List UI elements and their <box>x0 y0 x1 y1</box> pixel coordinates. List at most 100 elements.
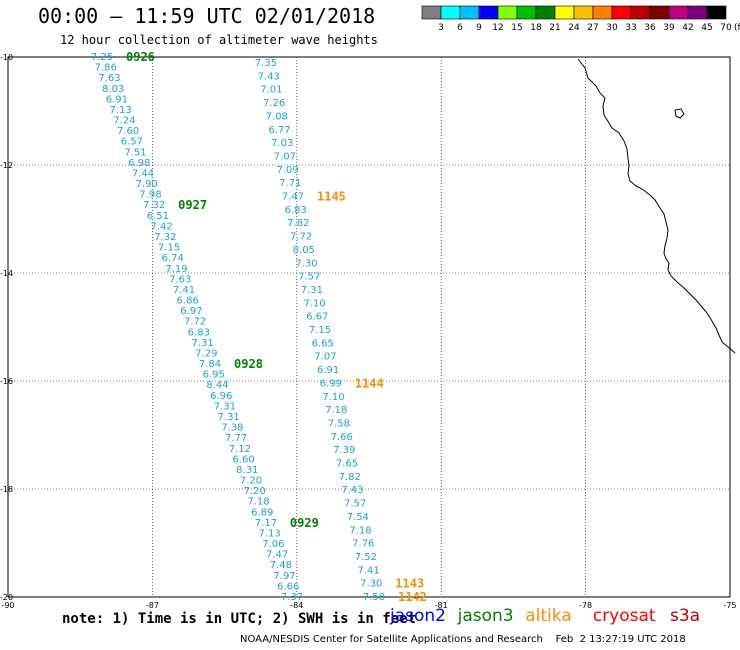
wave-height-value: 7.35 <box>255 58 277 69</box>
wave-height-value: 6.96 <box>210 391 232 402</box>
wave-height-value: 7.31 <box>191 338 213 349</box>
wave-height-value: 6.99 <box>320 378 342 389</box>
wave-height-value: 6.57 <box>121 137 143 148</box>
wave-height-value: 7.71 <box>279 178 301 189</box>
wave-height-value: 6.86 <box>177 296 199 307</box>
wave-height-value: 7.66 <box>330 432 352 443</box>
wave-height-value: 7.13 <box>259 528 281 539</box>
wave-height-value: 7.77 <box>225 433 247 444</box>
wave-height-value: 8.05 <box>293 245 315 256</box>
wave-height-value: 7.31 <box>301 285 323 296</box>
scale-label: 36 <box>644 23 656 33</box>
latitude-label: -14 <box>0 269 13 278</box>
wave-height-value: 7.43 <box>341 485 363 496</box>
wave-height-value: 7.63 <box>169 274 191 285</box>
wave-height-value: 6.89 <box>251 507 273 518</box>
wave-height-value: 7.29 <box>195 348 217 359</box>
pass-time-label: 1143 <box>395 577 424 591</box>
wave-height-value: 6.77 <box>268 125 290 136</box>
wave-height-value: 7.72 <box>184 317 206 328</box>
wave-height-value: 7.08 <box>266 111 288 122</box>
wave-height-value: 7.20 <box>240 476 262 487</box>
wave-height-value: 7.17 <box>255 518 277 529</box>
wave-height-value: 7.19 <box>165 264 187 275</box>
wave-height-value: 8.44 <box>206 380 228 391</box>
wave-height-value: 7.47 <box>266 550 288 561</box>
wave-height-value: 7.15 <box>158 243 180 254</box>
wave-height-value: 6.60 <box>232 454 254 465</box>
wave-height-value: 6.91 <box>106 94 128 105</box>
wave-height-value: 7.10 <box>303 298 325 309</box>
longitude-label: -81 <box>435 601 448 610</box>
scale-label: 9 <box>476 23 482 33</box>
wave-height-value: 6.97 <box>180 306 202 317</box>
wave-height-value: 6.51 <box>147 211 169 222</box>
wave-height-value: 7.72 <box>290 232 312 243</box>
satellite-legend-jason3: jason3 <box>457 606 514 626</box>
wave-height-value: 7.58 <box>328 418 350 429</box>
wave-height-value: 7.84 <box>199 359 221 370</box>
pass-time-label: 1142 <box>398 590 427 604</box>
wave-height-value: 7.18 <box>349 525 371 536</box>
wave-height-value: 6.66 <box>277 581 299 592</box>
scale-label: 24 <box>568 23 580 33</box>
longitude-label: -84 <box>290 601 303 610</box>
scale-label: 39 <box>663 23 675 33</box>
scale-label: 15 <box>511 23 522 33</box>
scale-label: 27 <box>587 23 598 33</box>
pass-time-label: 0929 <box>290 516 319 530</box>
wave-height-value: 7.03 <box>271 138 293 149</box>
wave-height-value: 7.20 <box>244 486 266 497</box>
wave-height-value: 7.44 <box>132 168 154 179</box>
longitude-label: -78 <box>579 601 592 610</box>
satellite-legend-jason2: jason2 <box>390 606 446 626</box>
wave-height-value: 7.98 <box>139 190 161 201</box>
wave-height-value: 7.31 <box>214 401 236 412</box>
wave-height-value: 7.30 <box>295 258 317 269</box>
scale-label: 12 <box>492 23 503 33</box>
scale-label: 18 <box>530 23 542 33</box>
wave-height-value: 6.83 <box>285 205 307 216</box>
wave-height-value: 7.07 <box>314 352 336 363</box>
satellite-legend-s3a: s3a <box>670 606 701 626</box>
satellite-legend-cryosat: cryosat <box>592 606 656 626</box>
wave-height-value: 7.86 <box>95 63 117 74</box>
pass-time-label: 1145 <box>317 190 346 204</box>
wave-height-value: 7.06 <box>262 539 284 550</box>
wave-height-value: 7.10 <box>322 392 344 403</box>
wave-height-value: 7.18 <box>325 405 347 416</box>
wave-height-value: 7.37 <box>281 592 303 603</box>
latitude-label: -18 <box>0 485 13 494</box>
wave-height-value: 6.91 <box>317 365 339 376</box>
wave-height-value: 7.51 <box>124 147 146 158</box>
pass-time-label: 0926 <box>126 50 155 64</box>
wave-height-value: 7.09 <box>276 165 298 176</box>
wave-height-value: 7.76 <box>352 539 374 550</box>
chart-title: 00:00 – 11:59 UTC 02/01/2018 <box>38 4 376 28</box>
wave-height-value: 7.13 <box>109 105 131 116</box>
wave-height-value: 7.47 <box>282 192 304 203</box>
map-frame <box>7 56 731 598</box>
scale-label: 42 <box>682 23 693 33</box>
wave-height-value: 7.63 <box>98 73 120 84</box>
wave-height-value: 7.24 <box>113 116 135 127</box>
latitude-label: -12 <box>0 161 13 170</box>
wave-height-value: 7.41 <box>357 565 379 576</box>
longitude-label: -87 <box>146 601 159 610</box>
wave-height-value: 7.97 <box>273 571 295 582</box>
wave-height-value: 7.60 <box>117 126 139 137</box>
wave-height-value: 7.01 <box>260 85 282 96</box>
credit-line: NOAA/NESDIS Center for Satellite Applica… <box>240 634 686 645</box>
wave-height-value: 7.82 <box>339 472 361 483</box>
wave-height-value: 6.67 <box>306 312 328 323</box>
pass-time-label: 1144 <box>355 376 384 390</box>
wave-height-value: 7.65 <box>336 459 358 470</box>
wave-height-value: 7.39 <box>333 445 355 456</box>
wave-height-value: 6.65 <box>312 338 334 349</box>
wave-height-value: 7.32 <box>154 232 176 243</box>
wave-height-value: 6.95 <box>203 370 225 381</box>
pass-time-label: 0928 <box>234 357 263 371</box>
wave-height-value: 6.74 <box>162 253 184 264</box>
wave-height-value: 7.43 <box>258 71 280 82</box>
